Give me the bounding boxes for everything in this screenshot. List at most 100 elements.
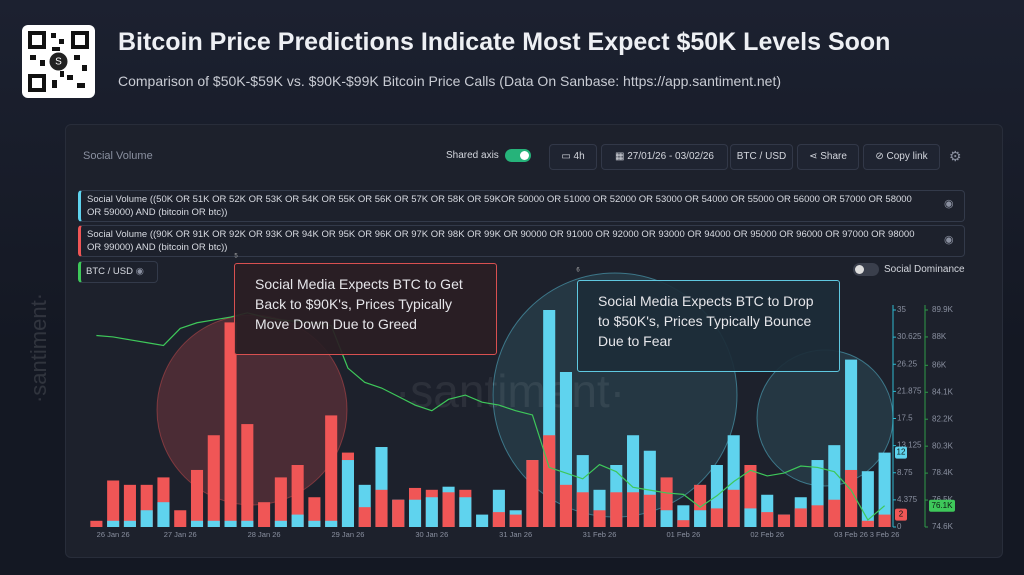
date-range: 27/01/26 - 03/02/26	[627, 151, 714, 162]
interval: 4h	[573, 151, 585, 162]
y2-tick-label: 86K	[932, 360, 947, 369]
subtitle: Comparison of $50K-$59K vs. $90K-$99K Bi…	[118, 73, 782, 89]
x-tick-label: 29 Jan 26	[331, 530, 364, 539]
bar	[878, 514, 891, 527]
share: Share	[820, 151, 847, 162]
interval-button[interactable]: ▭ 4h	[549, 144, 597, 170]
bar	[828, 499, 841, 527]
settings-icon[interactable]: ⚙	[949, 148, 962, 164]
date-range-button[interactable]: ▦ 27/01/26 - 03/02/26	[601, 144, 728, 170]
eye-icon[interactable]: ◉	[944, 234, 954, 246]
bar	[408, 499, 422, 527]
last-value-badge	[929, 499, 955, 512]
bar	[123, 520, 136, 527]
x-tick-label: 28 Jan 26	[248, 530, 281, 539]
bar	[459, 497, 472, 527]
annotation-box: Social Media Expects BTC to Drop to $50K…	[577, 280, 840, 372]
bar	[476, 514, 489, 527]
bar	[90, 520, 103, 527]
y-tick-label: 30.625	[897, 332, 922, 341]
last-value-badge	[895, 446, 907, 459]
bar	[375, 489, 388, 527]
bar	[358, 507, 371, 527]
dominance-label: Social Dominance	[884, 264, 965, 275]
watermark-vertical: ·santiment·	[26, 293, 51, 403]
bar	[207, 435, 220, 527]
y2-tick-label: 80.3K	[932, 441, 954, 450]
bar	[727, 489, 740, 527]
y2-tick-label: 84.1K	[932, 387, 954, 396]
bar	[694, 510, 707, 527]
bar	[744, 508, 757, 527]
x-tick-label: 31 Feb 26	[583, 530, 617, 539]
bar	[543, 435, 556, 527]
bar	[576, 492, 589, 527]
x-tick-label: 03 Feb 26	[834, 530, 868, 539]
bar	[241, 424, 254, 527]
bar	[861, 471, 874, 527]
bar	[777, 514, 791, 527]
event-marker: 6	[576, 268, 580, 274]
y2-tick-label: 74.6K	[932, 522, 954, 531]
shared-axis-toggle[interactable]	[505, 149, 531, 162]
y-tick-label: 21.875	[897, 386, 922, 395]
y2-tick-label: 78.4K	[932, 468, 954, 477]
bar	[258, 502, 271, 527]
copy-link-button[interactable]: ⊘ Copy link	[863, 144, 940, 170]
y2-tick-label: 88K	[932, 332, 947, 341]
bar	[140, 510, 153, 527]
eye-icon[interactable]: ◉	[944, 198, 954, 210]
y2-tick-label: 89.9K	[932, 305, 954, 314]
y-tick-label: 0	[897, 522, 902, 531]
event-marker: 5	[234, 254, 238, 260]
btc-chip-label: BTC / USD	[86, 266, 133, 277]
last-value-label: 76.1K	[932, 501, 954, 510]
title: Bitcoin Price Predictions Indicate Most …	[118, 28, 891, 56]
annotation-box: Social Media Expects BTC to Get Back to …	[234, 263, 497, 355]
y-tick-label: 8.75	[897, 468, 913, 477]
bar	[627, 492, 640, 527]
bar	[190, 520, 204, 527]
bar	[660, 510, 673, 527]
x-tick-label: 01 Feb 26	[666, 530, 700, 539]
bar	[123, 484, 136, 527]
copy-link: Copy link	[886, 151, 928, 162]
bar	[845, 469, 858, 527]
bar	[107, 480, 120, 527]
bar	[207, 520, 220, 527]
dominance-toggle[interactable]	[853, 263, 879, 276]
bar	[308, 520, 321, 527]
x-tick-label: 02 Feb 26	[750, 530, 784, 539]
btc-chip[interactable]: BTC / USD ◉	[78, 261, 158, 283]
bar	[492, 512, 505, 527]
query-row[interactable]: Social Volume ((50K OR 51K OR 52K OR 53K…	[78, 190, 965, 222]
bar	[442, 492, 455, 527]
bar	[794, 508, 807, 527]
bar	[308, 497, 321, 527]
bar	[509, 514, 522, 527]
y2-tick-label: 76.5K	[932, 495, 954, 504]
bar	[291, 465, 304, 527]
y-tick-label: 4.375	[897, 495, 918, 504]
share-button[interactable]: ⋖ Share	[797, 144, 859, 170]
price-line	[96, 312, 886, 521]
bar	[341, 460, 354, 527]
y-tick-label: 26.25	[897, 359, 918, 368]
panel-title: Social Volume	[83, 150, 153, 162]
bar	[392, 499, 405, 527]
bar	[677, 520, 690, 527]
qr-code: S	[22, 25, 95, 98]
pair-button[interactable]: BTC / USD	[730, 144, 793, 170]
svg-text:S: S	[55, 57, 62, 68]
x-tick-label: 30 Jan 26	[415, 530, 448, 539]
bar	[593, 510, 606, 527]
bar	[224, 322, 237, 527]
bar	[526, 460, 539, 527]
bar	[811, 505, 824, 527]
bar	[559, 484, 573, 527]
y-tick-label: 13.125	[897, 441, 922, 450]
query-row[interactable]: Social Volume ((90K OR 91K OR 92K OR 93K…	[78, 225, 965, 257]
x-tick-label: 3 Feb 26	[870, 530, 900, 539]
